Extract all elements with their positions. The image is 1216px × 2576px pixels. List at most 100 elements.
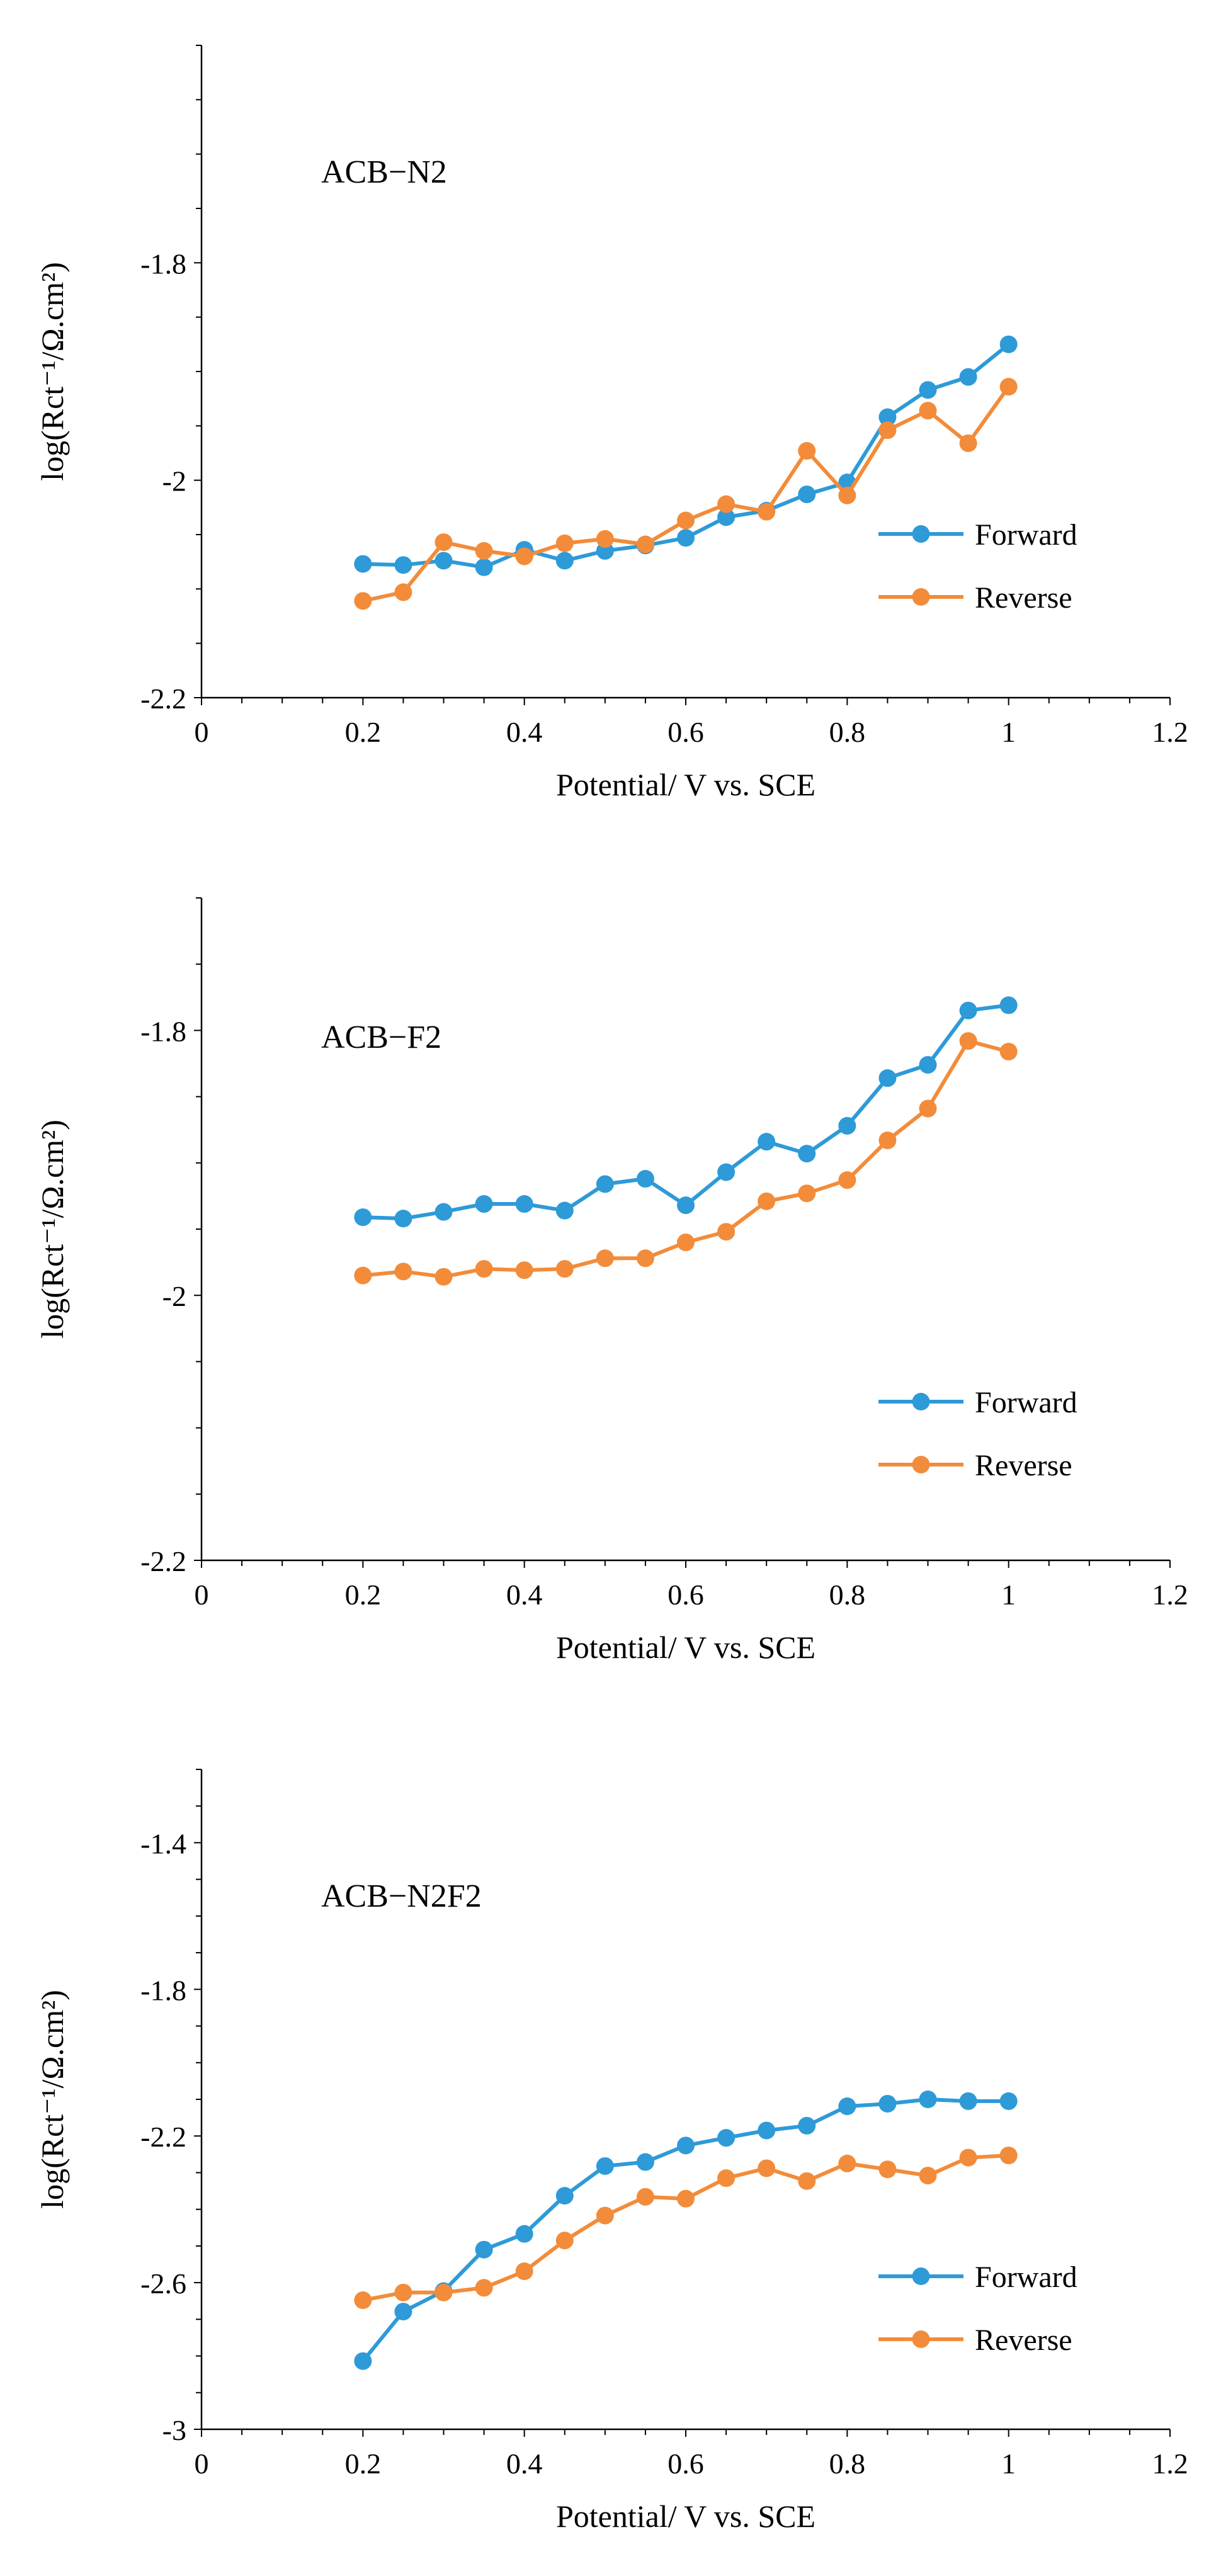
data-point-reverse	[919, 1099, 937, 1118]
data-point-reverse	[919, 402, 937, 420]
data-point-reverse	[555, 1260, 574, 1278]
data-point-reverse	[636, 1249, 654, 1268]
x-axis-title: Potential/ V vs. SCE	[556, 2499, 815, 2534]
data-point-reverse	[838, 1171, 856, 1189]
data-point-forward	[555, 2187, 574, 2205]
data-point-reverse	[596, 2206, 614, 2225]
x-tick-label: 1	[1001, 1579, 1016, 1611]
data-point-forward	[798, 2116, 816, 2135]
data-point-reverse	[435, 533, 453, 552]
data-point-reverse	[677, 1234, 695, 1252]
data-point-forward	[959, 368, 977, 386]
data-point-forward	[435, 1203, 453, 1221]
data-point-reverse	[999, 2147, 1018, 2165]
x-tick-label: 0	[195, 1579, 209, 1611]
data-point-reverse	[878, 2160, 897, 2179]
data-point-reverse	[475, 1260, 493, 1278]
legend-label: Reverse	[975, 2324, 1072, 2357]
data-point-forward	[515, 2225, 533, 2243]
data-point-forward	[838, 1116, 856, 1135]
data-point-reverse	[919, 2167, 937, 2185]
data-point-forward	[555, 1201, 574, 1220]
data-point-forward	[677, 529, 695, 547]
y-tick-label: -3	[162, 2414, 186, 2446]
x-tick-label: 1	[1001, 2448, 1016, 2480]
data-point-forward	[758, 2121, 776, 2140]
data-point-forward	[919, 1056, 937, 1074]
data-point-reverse	[959, 1032, 977, 1050]
legend-label: Forward	[975, 518, 1077, 552]
data-point-reverse	[758, 502, 776, 521]
legend-label: Reverse	[975, 1449, 1072, 1482]
data-point-forward	[636, 2153, 654, 2171]
data-point-reverse	[758, 2159, 776, 2177]
data-point-reverse	[878, 1132, 897, 1150]
data-point-reverse	[354, 592, 372, 610]
data-point-reverse	[878, 421, 897, 440]
y-tick-label: -2.6	[140, 2267, 186, 2300]
data-point-forward	[919, 381, 937, 399]
x-tick-label: 0.8	[829, 716, 866, 748]
x-tick-label: 0.2	[345, 716, 382, 748]
data-point-forward	[515, 1195, 533, 1213]
data-point-reverse	[515, 547, 533, 565]
data-point-forward	[596, 1175, 614, 1193]
x-tick-label: 0.6	[668, 2448, 704, 2480]
data-point-forward	[354, 555, 372, 573]
x-tick-label: 0	[195, 2448, 209, 2480]
data-point-reverse	[798, 2172, 816, 2190]
data-point-forward	[475, 1195, 493, 1213]
x-tick-label: 1	[1001, 716, 1016, 748]
legend-marker	[912, 525, 930, 543]
data-point-reverse	[475, 2279, 493, 2297]
data-point-forward	[999, 996, 1018, 1014]
data-point-forward	[878, 2094, 897, 2113]
y-axis-title: log(Rct⁻¹/Ω.cm²)	[35, 1120, 70, 1339]
y-tick-label: -2.2	[140, 2121, 186, 2153]
data-point-reverse	[475, 542, 493, 560]
data-point-forward	[394, 2303, 412, 2321]
data-point-forward	[878, 1069, 897, 1087]
data-point-reverse	[596, 530, 614, 548]
x-tick-label: 0.8	[829, 2448, 866, 2480]
chart-annotation: ACB−N2F2	[321, 1878, 482, 1914]
data-point-reverse	[959, 2148, 977, 2167]
data-point-reverse	[758, 1192, 776, 1210]
data-point-reverse	[354, 2291, 372, 2310]
data-point-reverse	[798, 1184, 816, 1203]
x-axis-title: Potential/ V vs. SCE	[556, 767, 815, 802]
x-tick-label: 0.4	[506, 716, 543, 748]
x-axis-title: Potential/ V vs. SCE	[556, 1630, 815, 1665]
data-point-forward	[354, 2352, 372, 2370]
data-point-reverse	[435, 2283, 453, 2301]
data-point-reverse	[717, 2169, 736, 2187]
data-point-forward	[959, 1001, 977, 1019]
y-tick-label: -2	[162, 1280, 186, 1312]
data-point-forward	[999, 2092, 1018, 2110]
legend-marker	[912, 1393, 930, 1410]
data-point-reverse	[838, 2154, 856, 2172]
x-tick-label: 0.2	[345, 2448, 382, 2480]
data-point-reverse	[717, 495, 736, 513]
data-point-forward	[475, 558, 493, 576]
data-point-reverse	[354, 1266, 372, 1285]
data-point-reverse	[394, 583, 412, 601]
data-point-forward	[798, 485, 816, 504]
y-tick-label: -1.8	[140, 247, 186, 280]
data-point-reverse	[636, 2187, 654, 2206]
data-point-reverse	[677, 2189, 695, 2208]
data-point-forward	[919, 2091, 937, 2108]
y-axis-title: log(Rct⁻¹/Ω.cm²)	[35, 1990, 70, 2209]
x-tick-label: 0.8	[829, 1579, 866, 1611]
y-tick-label: -1.8	[140, 1015, 186, 1047]
data-point-forward	[394, 1210, 412, 1228]
data-point-reverse	[838, 486, 856, 504]
data-point-forward	[475, 2240, 493, 2259]
data-point-reverse	[596, 1249, 614, 1268]
y-tick-label: -2	[162, 465, 186, 497]
data-point-forward	[878, 408, 897, 426]
x-tick-label: 0.4	[506, 2448, 543, 2480]
data-point-reverse	[394, 2283, 412, 2301]
y-axis-title: log(Rct⁻¹/Ω.cm²)	[35, 262, 70, 481]
data-point-forward	[435, 552, 453, 570]
